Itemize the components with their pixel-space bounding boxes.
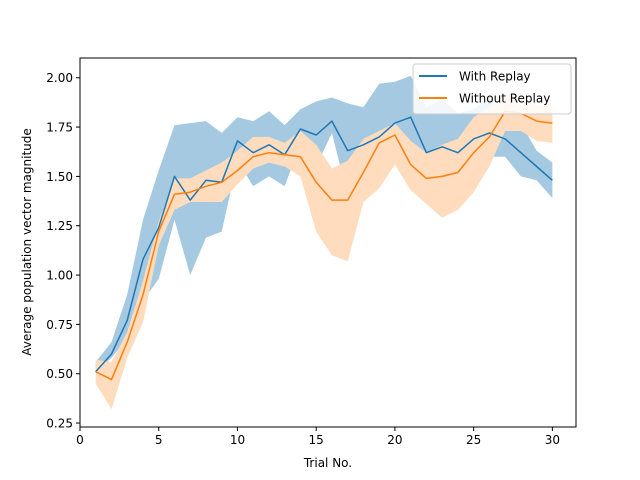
series-lines (95, 110, 553, 381)
x-tick-label: 20 (387, 433, 402, 447)
legend: With Replay Without Replay (412, 63, 572, 115)
series-line-with-replay (95, 116, 553, 373)
y-tick-label: 2.00 (46, 71, 73, 85)
y-tick-label: 1.75 (46, 121, 73, 135)
y-tick-label: 0.75 (46, 318, 73, 332)
y-axis-label: Average population vector magnitude (20, 128, 34, 356)
y-tick-label: 1.50 (46, 170, 73, 184)
x-axis-label: Trial No. (303, 456, 352, 470)
legend-label-with-replay: With Replay (459, 70, 531, 84)
x-tick-label: 0 (76, 433, 84, 447)
y-tick-label: 0.50 (46, 367, 73, 381)
x-axis-ticks: 0 5 10 15 20 25 30 (76, 427, 560, 447)
y-tick-label: 1.25 (46, 219, 73, 233)
x-tick-label: 15 (309, 433, 324, 447)
x-tick-label: 25 (466, 433, 481, 447)
band-without-replay (95, 93, 553, 410)
x-tick-label: 30 (545, 433, 560, 447)
y-tick-label: 0.25 (46, 417, 73, 431)
legend-box (412, 63, 572, 115)
confidence-bands (95, 75, 553, 410)
plot-frame (79, 57, 577, 428)
x-tick-label: 10 (230, 433, 245, 447)
series-line-without-replay (95, 110, 553, 381)
y-axis-ticks: 0.25 0.50 0.75 1.00 1.25 1.50 1.75 2.00 (46, 71, 80, 431)
y-tick-label: 1.00 (46, 269, 73, 283)
legend-label-without-replay: Without Replay (459, 92, 550, 106)
x-tick-label: 5 (155, 433, 163, 447)
